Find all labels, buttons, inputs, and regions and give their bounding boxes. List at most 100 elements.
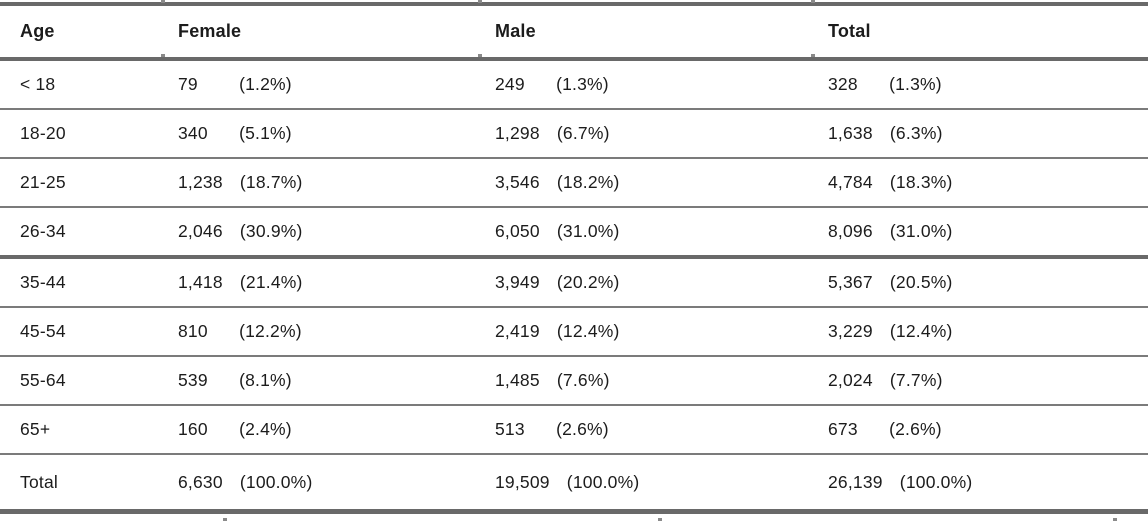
total-percent: (7.7%): [889, 370, 943, 390]
male-cell: 3,546 (18.2%): [480, 158, 813, 208]
rule-nub: [658, 518, 662, 521]
total-count: 2,024: [828, 370, 873, 390]
age-gender-table: Age Female Male Total < 18 79 (1.2%) 249…: [0, 2, 1148, 514]
male-count: 19,509: [495, 471, 550, 492]
age-cell: 55-64: [0, 356, 163, 406]
table-row: 65+ 160 (2.4%) 513 (2.6%) 673 (2.6%): [0, 405, 1148, 455]
female-cell: 1,238 (18.7%): [163, 158, 480, 208]
male-cell: 3,949 (20.2%): [480, 257, 813, 308]
male-percent: (31.0%): [556, 221, 620, 241]
female-cell: 340 (5.1%): [163, 109, 480, 159]
rule-nub: [478, 0, 482, 3]
female-percent: (21.4%): [239, 272, 303, 292]
female-cell: 6,630 (100.0%): [163, 454, 480, 512]
female-count: 160: [178, 419, 208, 439]
table-row: 35-44 1,418 (21.4%) 3,949 (20.2%) 5,367 …: [0, 257, 1148, 308]
female-count: 79: [178, 74, 198, 94]
column-header-female: Female: [163, 4, 480, 61]
total-count: 1,638: [828, 123, 873, 143]
male-percent: (6.7%): [556, 123, 610, 143]
total-cell: 673 (2.6%): [813, 405, 1148, 455]
total-count: 26,139: [828, 471, 883, 492]
female-count: 340: [178, 123, 208, 143]
female-percent: (8.1%): [239, 370, 292, 390]
male-count: 249: [495, 74, 525, 94]
total-count: 8,096: [828, 221, 873, 241]
male-count: 6,050: [495, 221, 540, 241]
male-count: 3,546: [495, 172, 540, 192]
total-cell: 8,096 (31.0%): [813, 207, 1148, 259]
female-percent: (12.2%): [239, 321, 302, 341]
female-cell: 2,046 (30.9%): [163, 207, 480, 259]
male-percent: (20.2%): [556, 272, 620, 292]
table-body: < 18 79 (1.2%) 249 (1.3%) 328 (1.3%) 18-…: [0, 59, 1148, 512]
total-cell: 3,229 (12.4%): [813, 307, 1148, 357]
total-cell: 1,638 (6.3%): [813, 109, 1148, 159]
total-percent: (18.3%): [889, 172, 953, 192]
rule-nub: [161, 0, 165, 3]
male-percent: (12.4%): [556, 321, 620, 341]
age-cell: 65+: [0, 405, 163, 455]
female-cell: 539 (8.1%): [163, 356, 480, 406]
male-percent: (7.6%): [556, 370, 610, 390]
female-cell: 1,418 (21.4%): [163, 257, 480, 308]
male-cell: 2,419 (12.4%): [480, 307, 813, 357]
table-row: 45-54 810 (12.2%) 2,419 (12.4%) 3,229 (1…: [0, 307, 1148, 357]
age-cell: Total: [20, 471, 58, 492]
female-count: 539: [178, 370, 208, 390]
female-percent: (30.9%): [239, 221, 303, 241]
female-count: 1,418: [178, 272, 223, 292]
male-cell: 1,298 (6.7%): [480, 109, 813, 159]
male-percent: (2.6%): [556, 419, 609, 439]
male-cell: 513 (2.6%): [480, 405, 813, 455]
female-percent: (100.0%): [239, 471, 313, 492]
total-percent: (1.3%): [889, 74, 942, 94]
male-percent: (1.3%): [556, 74, 609, 94]
total-count: 4,784: [828, 172, 873, 192]
total-cell: 5,367 (20.5%): [813, 257, 1148, 308]
female-count: 1,238: [178, 172, 223, 192]
rule-nub: [223, 518, 227, 521]
rule-nub: [161, 54, 165, 57]
table-row: < 18 79 (1.2%) 249 (1.3%) 328 (1.3%): [0, 59, 1148, 110]
age-cell: 26-34: [0, 207, 163, 259]
female-percent: (18.7%): [239, 172, 303, 192]
female-percent: (2.4%): [239, 419, 292, 439]
female-count: 6,630: [178, 471, 223, 492]
female-cell: 160 (2.4%): [163, 405, 480, 455]
male-percent: (100.0%): [566, 471, 640, 492]
rule-nub: [811, 54, 815, 57]
female-percent: (1.2%): [239, 74, 292, 94]
total-count: 3,229: [828, 321, 873, 341]
total-percent: (100.0%): [899, 471, 973, 492]
rule-nub: [478, 54, 482, 57]
total-cell: 328 (1.3%): [813, 59, 1148, 110]
male-cell: 1,485 (7.6%): [480, 356, 813, 406]
total-count: 673: [828, 419, 858, 439]
male-count: 1,298: [495, 123, 540, 143]
total-percent: (6.3%): [889, 123, 943, 143]
rule-nub: [1113, 518, 1117, 521]
table-row: 26-34 2,046 (30.9%) 6,050 (31.0%) 8,096 …: [0, 207, 1148, 259]
male-count: 1,485: [495, 370, 540, 390]
age-cell: 18-20: [0, 109, 163, 159]
age-cell: 45-54: [0, 307, 163, 357]
male-count: 513: [495, 419, 525, 439]
table-row: 55-64 539 (8.1%) 1,485 (7.6%) 2,024 (7.7…: [0, 356, 1148, 406]
column-header-age: Age: [0, 4, 163, 61]
male-cell: 19,509 (100.0%): [480, 454, 813, 512]
column-header-total: Total: [813, 4, 1148, 61]
total-percent: (31.0%): [889, 221, 953, 241]
female-count: 810: [178, 321, 208, 341]
age-cell: 21-25: [0, 158, 163, 208]
age-cell: < 18: [0, 59, 163, 110]
total-count: 328: [828, 74, 858, 94]
female-percent: (5.1%): [239, 123, 292, 143]
total-count: 5,367: [828, 272, 873, 292]
male-cell: 6,050 (31.0%): [480, 207, 813, 259]
total-percent: (20.5%): [889, 272, 953, 292]
female-cell: 810 (12.2%): [163, 307, 480, 357]
header-row: Age Female Male Total: [0, 4, 1148, 61]
total-cell: 4,784 (18.3%): [813, 158, 1148, 208]
